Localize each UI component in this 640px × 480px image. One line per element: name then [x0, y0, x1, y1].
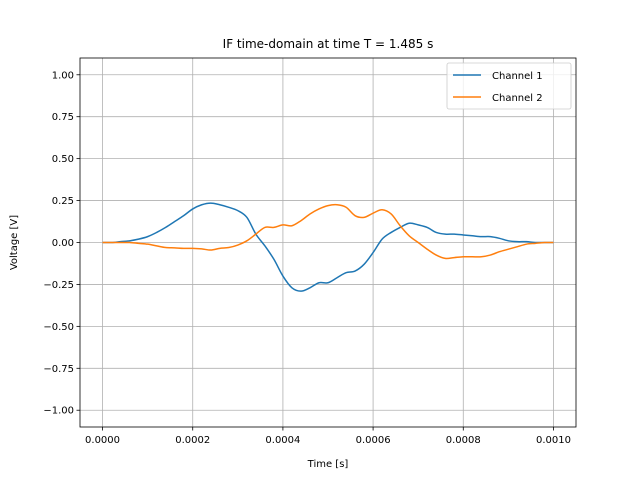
y-tick-label: −1.00 — [43, 406, 74, 417]
series-line-1 — [102, 202, 554, 292]
y-tick-label: −0.50 — [43, 322, 74, 333]
x-tick-label: 0.0010 — [536, 435, 571, 446]
legend: Channel 1 Channel 2 — [446, 62, 572, 110]
y-tick-label: 0.25 — [52, 196, 74, 207]
legend-label-channel-1: Channel 1 — [492, 71, 543, 82]
y-tick-label: −0.75 — [43, 364, 74, 375]
y-tick-label: 0.75 — [52, 112, 74, 123]
grid-lines — [80, 58, 576, 427]
chart-title: IF time-domain at time T = 1.485 s — [223, 37, 434, 51]
x-tick-label: 0.0004 — [265, 435, 300, 446]
axis-ticks: 0.0000 0.0002 0.0004 0.0006 0.0008 0.0010 −1.0… — [43, 70, 571, 446]
series-lines — [102, 202, 554, 292]
y-tick-label: 1.00 — [52, 70, 74, 81]
x-tick-label: 0.0002 — [175, 435, 210, 446]
series-line-2 — [102, 203, 554, 260]
y-tick-label: 0.50 — [52, 154, 74, 165]
x-tick-label: 0.0006 — [356, 435, 391, 446]
y-axis-label: Voltage [V] — [9, 215, 20, 270]
y-tick-label: −0.25 — [43, 280, 74, 291]
legend-label-channel-2: Channel 2 — [492, 93, 543, 104]
x-tick-label: 0.0000 — [85, 435, 120, 446]
x-tick-label: 0.0008 — [446, 435, 481, 446]
x-axis-label: Time [s] — [307, 459, 349, 470]
y-tick-label: 0.00 — [52, 238, 74, 249]
